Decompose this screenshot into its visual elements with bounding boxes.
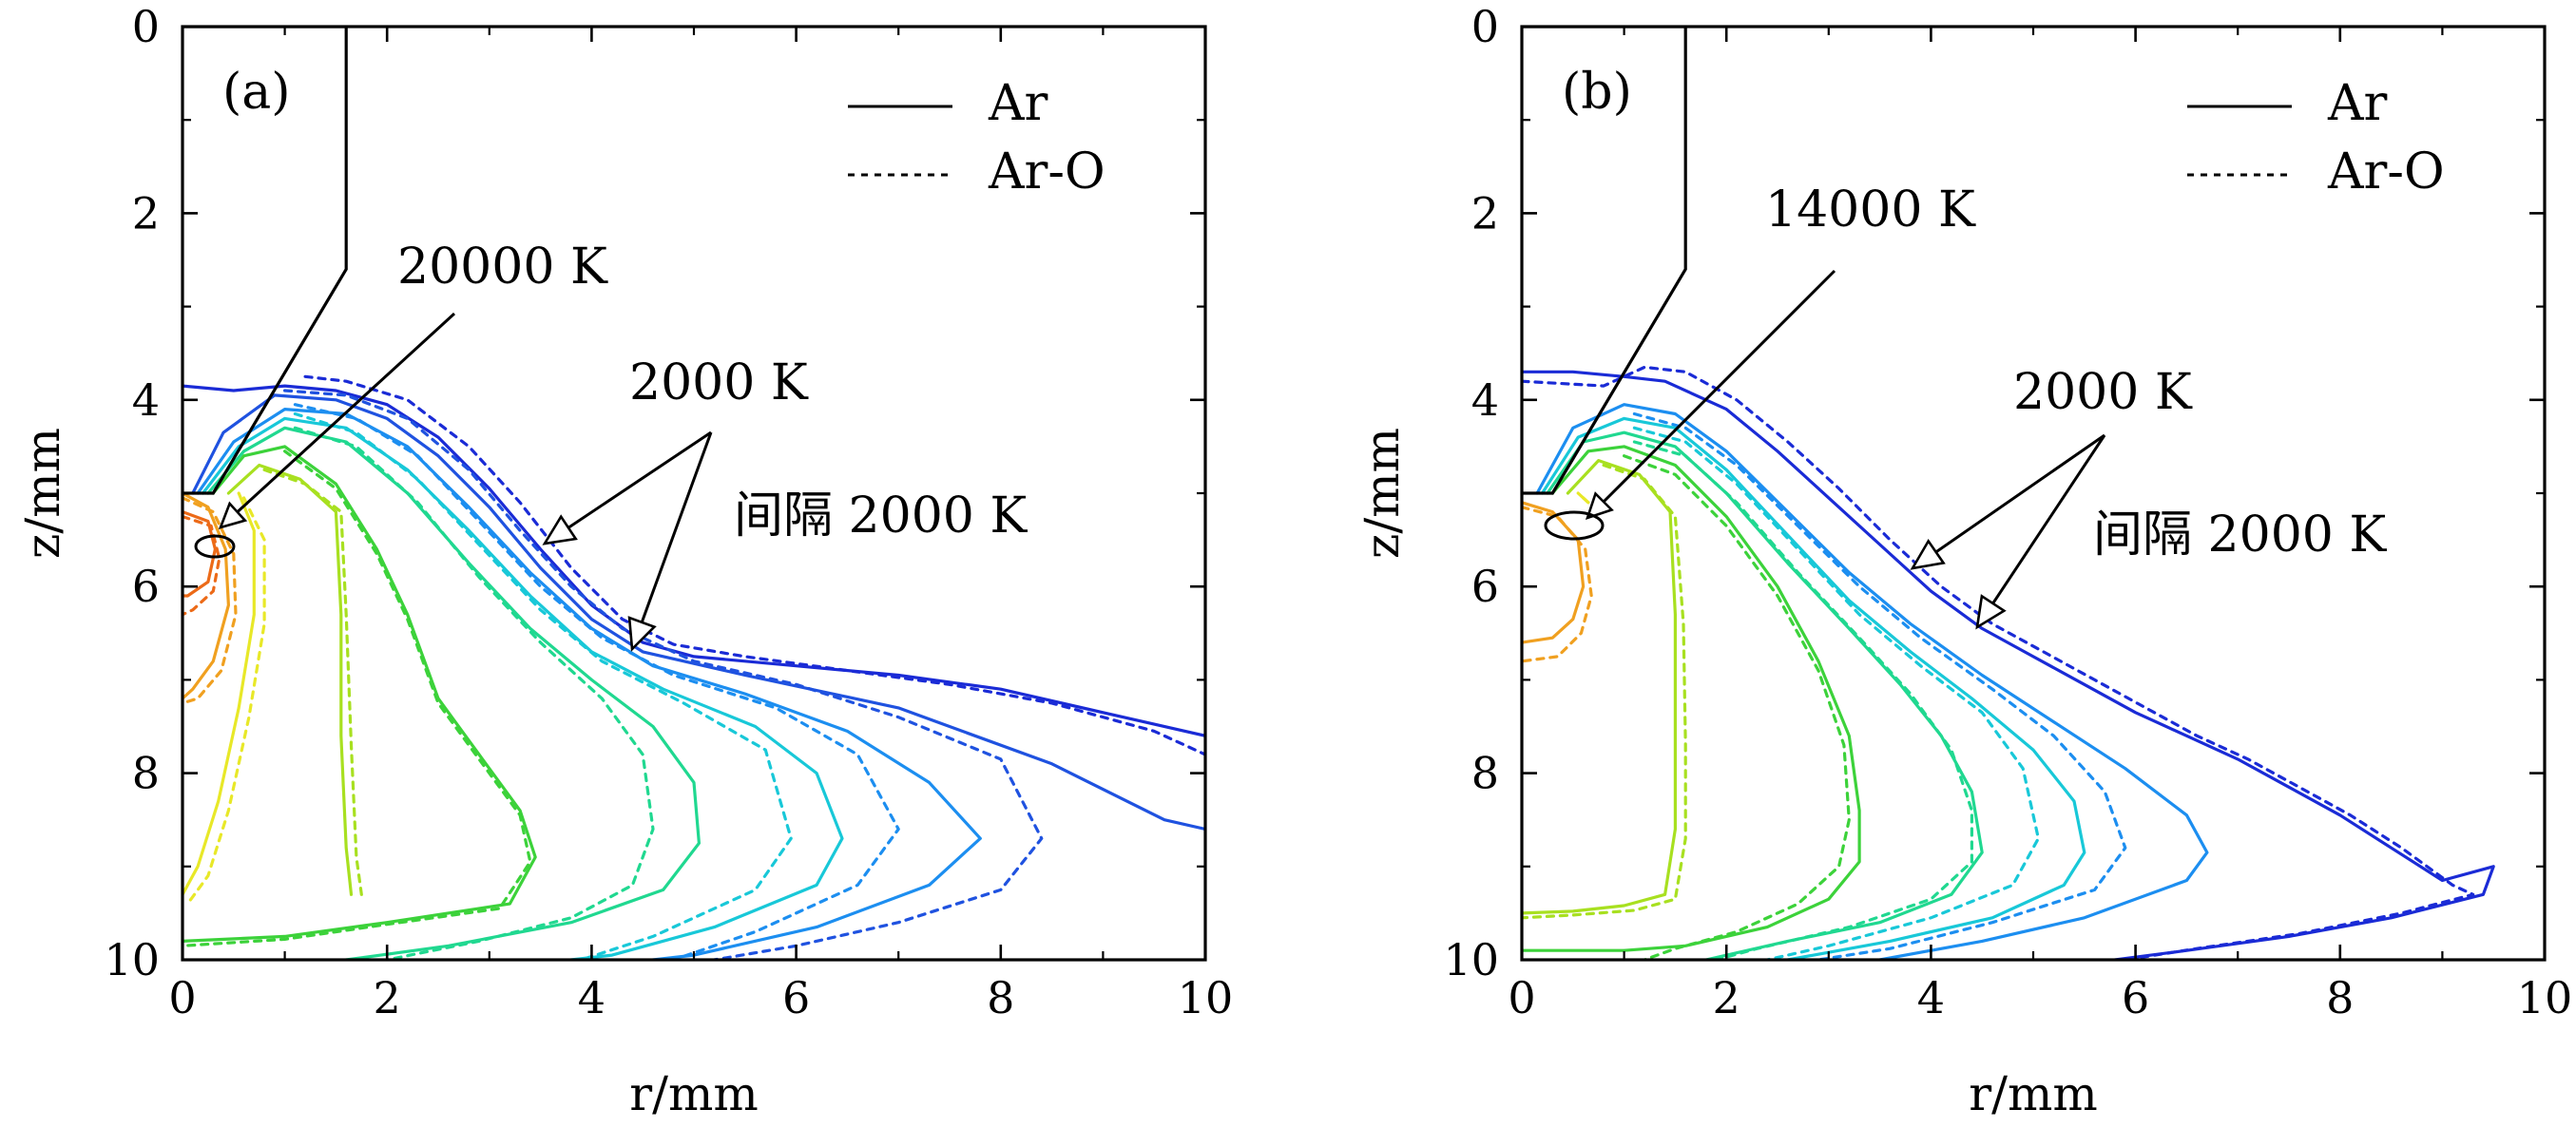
panel-label: (a) <box>222 64 291 121</box>
contour-12000k-ar-line <box>183 445 537 943</box>
x-axis-label: r/mm <box>629 1066 759 1121</box>
contour-4000k-ar-o-line <box>283 389 1044 960</box>
x-tick-label: 4 <box>578 972 606 1023</box>
contour-8000k-ar-o-line <box>293 411 793 960</box>
x-tick-label: 2 <box>374 972 401 1023</box>
arrow-2000k-line <box>1912 433 2105 570</box>
y-tick-label: 2 <box>1471 187 1499 239</box>
peak-marker-ellipse <box>1544 510 1605 541</box>
peak-marker-ellipse <box>194 534 236 559</box>
contour-10000k-ar-line <box>206 426 701 960</box>
x-tick-label: 0 <box>168 972 196 1023</box>
contour-4000k-ar-line <box>191 393 1205 832</box>
contour-6000k-ar-o-line <box>1632 426 2040 960</box>
callout-line <box>219 312 456 529</box>
x-tick-label: 0 <box>1508 972 1535 1023</box>
contour-8000k-ar-line <box>201 416 844 960</box>
contour-8000k-ar-line <box>1546 430 1984 960</box>
y-tick-label: 4 <box>132 374 160 426</box>
contour-4000k-ar-line <box>1535 403 2209 960</box>
electrode-outline <box>1522 27 1687 495</box>
legend-ar-label: Ar <box>2327 75 2388 132</box>
contour-2000k-ar-line <box>1522 370 2495 960</box>
annotation-interval: 间隔 2000 K <box>734 488 1028 545</box>
callout-arrowhead <box>218 501 248 529</box>
callout-line <box>1586 269 1836 520</box>
x-axis-label: r/mm <box>1969 1066 2098 1121</box>
contour-16000k-ar-line <box>1522 501 1586 644</box>
annotation-2000k: 2000 K <box>2013 364 2193 421</box>
annotation-interval: 间隔 2000 K <box>2093 507 2387 564</box>
contour-12000k-ar-line <box>1522 459 1677 915</box>
contour-2000k-ar-o-line <box>1522 365 2475 960</box>
contour-12000k-ar-o-line <box>183 449 532 947</box>
y-tick-label: 6 <box>1471 561 1499 612</box>
contour-18000k-ar-o-line <box>183 496 238 705</box>
contour-6000k-ar-o-line <box>293 403 900 960</box>
arrow-2000k-head <box>1975 594 2007 630</box>
contour-20000k-ar-o-line <box>183 515 221 617</box>
x-tick-label: 10 <box>2517 972 2573 1023</box>
contour-10000k-ar-o-line <box>293 426 655 960</box>
annotation-peak-temperature: 14000 K <box>1765 182 1976 239</box>
arrow-2000k-line <box>544 430 712 545</box>
y-tick-label: 0 <box>1471 1 1499 52</box>
contour-16000k-ar-o-line <box>185 496 266 906</box>
x-tick-label: 4 <box>1917 972 1945 1023</box>
arrow-2000k-line <box>1975 434 2106 628</box>
contour-16000k-ar-o-line <box>1522 506 1593 663</box>
contour-2000k-ar-line <box>183 384 1205 737</box>
panel-label: (b) <box>1562 64 1632 121</box>
legend-ar-o-label: Ar-O <box>988 143 1105 201</box>
contour-14000k-ar-o-line <box>262 468 363 896</box>
y-tick-label: 8 <box>132 748 160 799</box>
y-tick-label: 10 <box>104 934 160 985</box>
y-tick-label: 8 <box>1471 748 1499 799</box>
contour-18000k-ar-line <box>183 491 230 700</box>
x-tick-label: 6 <box>782 972 810 1023</box>
contour-4000k-ar-o-line <box>1632 411 2127 960</box>
y-tick-label: 2 <box>132 187 160 239</box>
contour-14000k-ar-o-line <box>1582 496 1595 509</box>
y-tick-label: 6 <box>132 561 160 612</box>
plot-area <box>1522 27 2495 960</box>
y-tick-label: 0 <box>132 1 160 52</box>
x-tick-label: 10 <box>1178 972 1234 1023</box>
contour-16000k-ar-line <box>183 491 256 896</box>
contour-12000k-ar-o-line <box>1522 463 1687 920</box>
contour-14000k-ar-line <box>226 463 354 896</box>
contour-20000k-ar-line <box>183 510 217 598</box>
y-axis-label: z/mm <box>15 428 70 559</box>
arrow-2000k-head <box>1910 538 1946 570</box>
contour-8000k-ar-o-line <box>1632 440 1973 960</box>
contour-10000k-ar-o-line <box>1623 454 1851 960</box>
annotation-peak-temperature: 20000 K <box>397 239 608 296</box>
x-tick-label: 8 <box>2326 972 2354 1023</box>
arrow-2000k-line <box>630 431 713 650</box>
x-tick-label: 2 <box>1713 972 1740 1023</box>
arrow-2000k-head <box>627 616 657 652</box>
electrode-outline <box>183 27 348 495</box>
x-tick-label: 6 <box>2122 972 2149 1023</box>
annotation-2000k: 2000 K <box>629 354 809 411</box>
y-tick-label: 4 <box>1471 374 1499 426</box>
y-tick-label: 10 <box>1443 934 1499 985</box>
legend-ar-label: Ar <box>988 75 1048 132</box>
y-axis-label: z/mm <box>1355 428 1410 559</box>
x-tick-label: 8 <box>987 972 1014 1023</box>
contour-6000k-ar-line <box>1540 416 2086 960</box>
legend-ar-o-label: Ar-O <box>2327 143 2445 201</box>
arrow-2000k-head <box>542 514 578 545</box>
callout-arrowhead <box>1585 491 1614 521</box>
contour-10000k-ar-line <box>1522 445 1861 952</box>
